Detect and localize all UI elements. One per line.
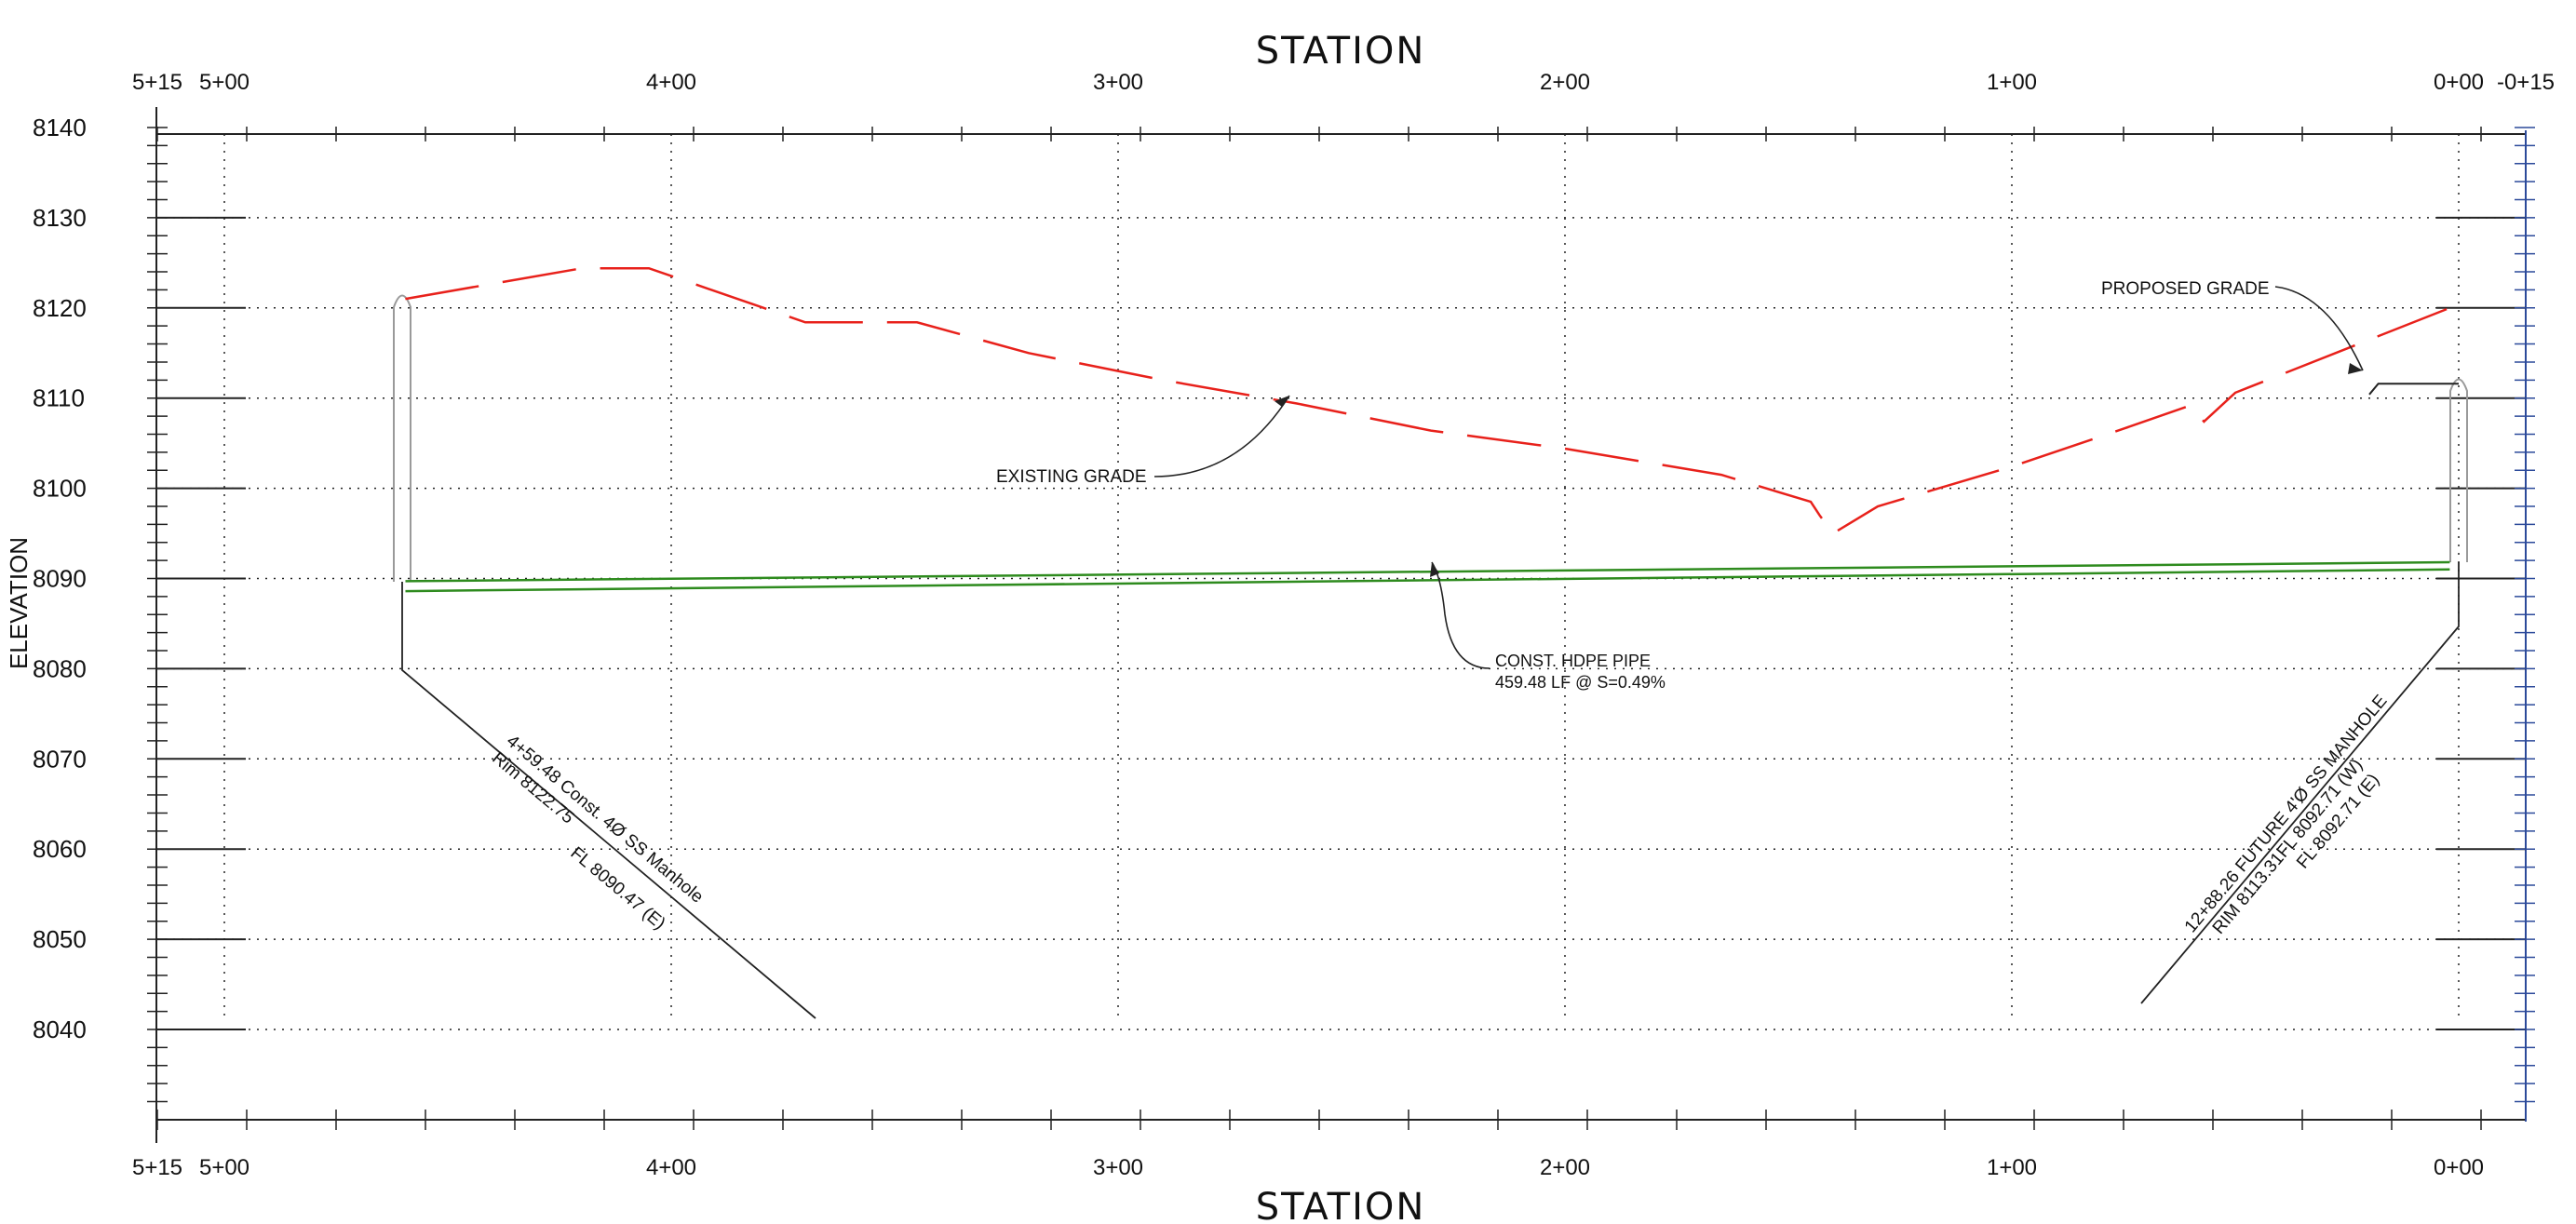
existing-grade-leader [1153, 395, 1290, 477]
elevation-label: 8080 [33, 654, 87, 682]
station-label-bottom: 0+00 [2434, 1155, 2484, 1180]
pipe-layer [405, 560, 2450, 593]
right-manhole-callout: 12+88.26 FUTURE 4'Ø SS MANHOLE RIM 8113.… [2181, 692, 2392, 938]
station-label-bottom: 5+15 [132, 1155, 182, 1180]
station-label-top: 3+00 [1093, 70, 1143, 95]
pipe-leader [1431, 561, 1490, 669]
elevation-label: 8130 [33, 204, 87, 232]
station-label-bottom: 4+00 [646, 1155, 696, 1180]
existing-grade-label: EXISTING GRADE [996, 467, 1147, 487]
pipe-arrow [1430, 562, 1439, 577]
station-label-bottom: 5+00 [199, 1155, 250, 1180]
pipe-crown-line [405, 560, 2450, 583]
station-label-top: -0+15 [2497, 70, 2555, 95]
existing-grade-line [405, 266, 2450, 535]
station-label-top: 1+00 [1987, 70, 2037, 95]
left-axis-title: ELEVATION [5, 537, 33, 669]
station-label-bottom: 2+00 [1540, 1155, 1590, 1180]
pipe-label-line1: CONST. HDPE PIPE [1495, 652, 1651, 670]
proposed-grade-line [2368, 383, 2459, 396]
proposed-grade-leader [2274, 286, 2364, 371]
existing-grade-arrow [1275, 396, 1289, 407]
station-label-top: 2+00 [1540, 70, 1590, 95]
elevation-label: 8100 [33, 475, 87, 503]
elevation-label: 8050 [33, 925, 87, 953]
elevation-label: 8090 [33, 565, 87, 593]
pipe-label-line2: 459.48 LF @ S=0.49% [1495, 673, 1666, 692]
elevation-label: 8060 [33, 835, 87, 863]
elevation-label: 8070 [33, 745, 87, 773]
station-label-top: 5+15 [132, 70, 182, 95]
elevation-label: 8120 [33, 294, 87, 322]
station-label-top: 4+00 [646, 70, 696, 95]
elevation-label: 8040 [33, 1016, 87, 1043]
left-manhole-outline [393, 294, 411, 582]
elevation-label: 8140 [33, 114, 87, 141]
station-label-bottom: 1+00 [1987, 1155, 2037, 1180]
pipe-invert-line [405, 568, 2450, 593]
top-axis-title: STATION [1256, 30, 1426, 73]
proposed-grade-label: PROPOSED GRADE [2101, 279, 2270, 299]
station-label-top: 5+00 [199, 70, 250, 95]
elevation-label: 8110 [33, 384, 85, 412]
right-manhole-label-line1: 12+88.26 FUTURE 4'Ø SS MANHOLE [2181, 692, 2392, 936]
proposed-grade-arrow [2348, 363, 2363, 374]
right-manhole-outline [2449, 378, 2468, 562]
right-manhole-leader [2140, 562, 2460, 1004]
label-layer: 8140 8130 8120 8110 8100 8090 8080 8070 8060 8050… [33, 70, 2555, 1180]
tick-layer [147, 127, 2535, 1130]
station-label-bottom: 3+00 [1093, 1155, 1143, 1180]
left-manhole-leader [401, 582, 816, 1019]
bottom-axis-title: STATION [1256, 1186, 1426, 1224]
station-label-top: 0+00 [2434, 70, 2484, 95]
right-manhole-label-line2: RIM 8113.31FL 8092.71 (W) [2209, 756, 2367, 938]
